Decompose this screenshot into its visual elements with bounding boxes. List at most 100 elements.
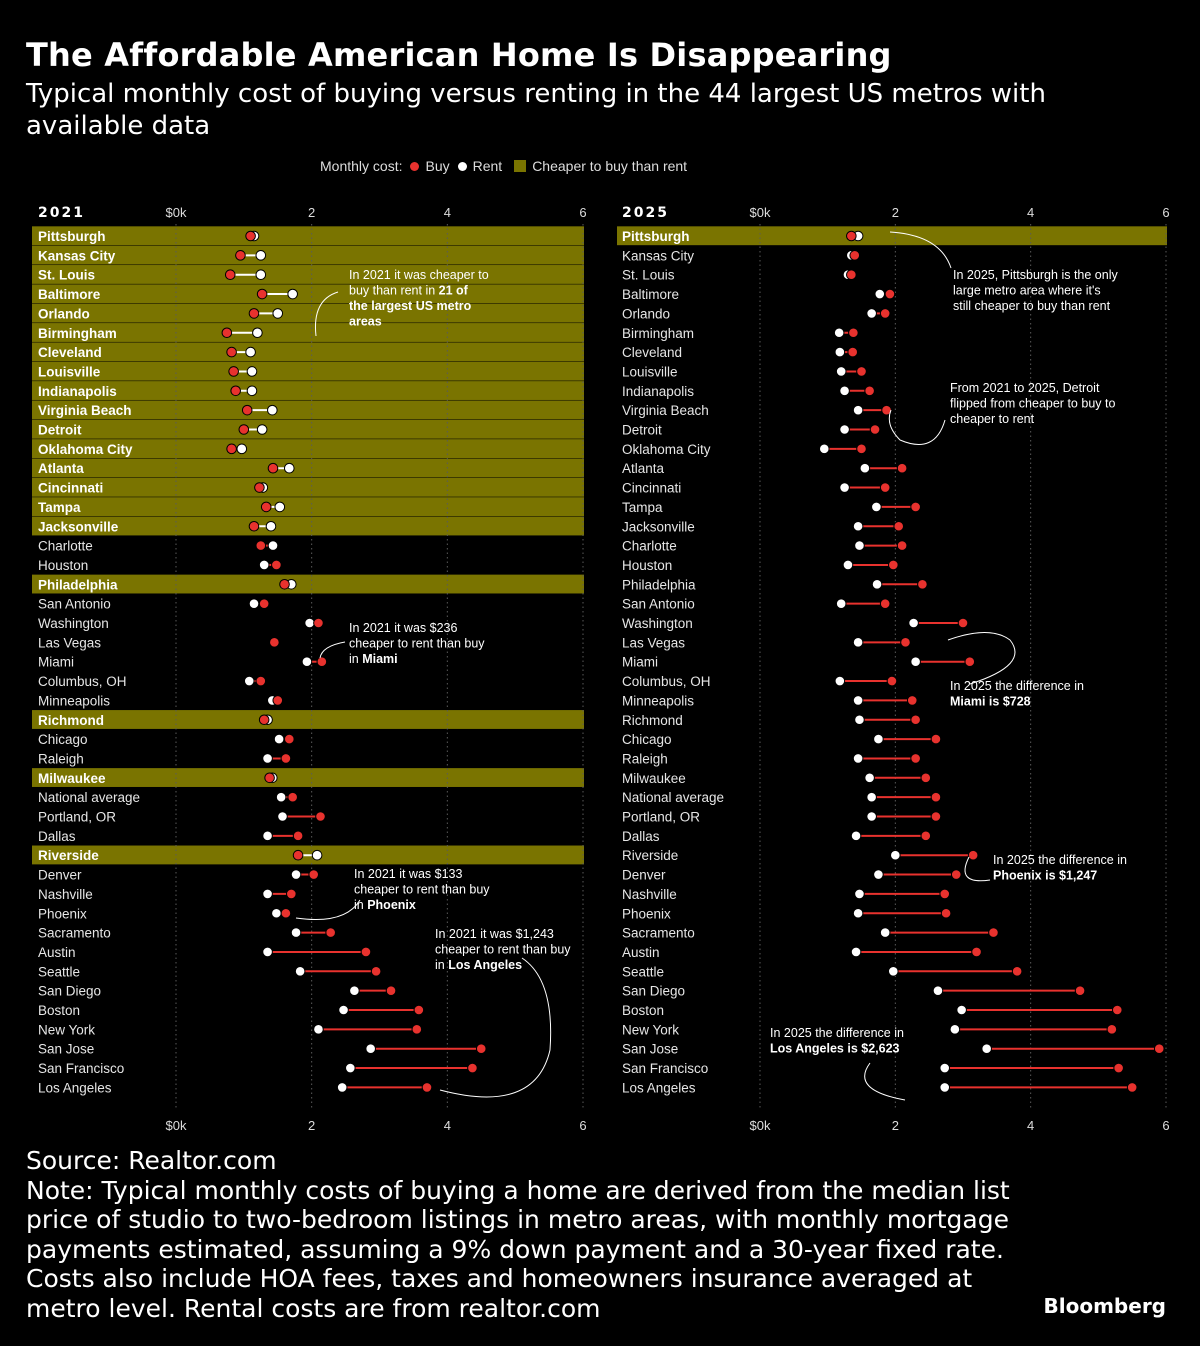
bloomberg-logo: Bloomberg [1043, 1294, 1166, 1318]
footer: Source: Realtor.com Note: Typical monthl… [26, 1146, 1026, 1324]
annotation-word: it [391, 621, 401, 635]
x-tick-label-bottom: $0k [166, 1118, 187, 1133]
buy-dot [226, 346, 237, 358]
metro-label: Kansas City [622, 248, 694, 263]
metro-label: Washington [38, 616, 109, 631]
metro-label: Tampa [622, 500, 663, 515]
annotation-word: flipped [950, 397, 987, 411]
annotation-word: only [1091, 268, 1118, 282]
buy-dot [230, 385, 241, 397]
x-tick-label-bottom: 2 [892, 1118, 899, 1133]
annotation-text: In 2025, Pittsburgh is the only large met… [953, 268, 1118, 313]
annotation-word: cheaper [950, 412, 995, 426]
metro-label: New York [38, 1022, 95, 1037]
rent-dot [262, 830, 273, 842]
metro-label: San Jose [38, 1042, 94, 1057]
annotation-word: metro [433, 299, 472, 313]
rent-dot [283, 462, 295, 474]
metro-label: San Diego [38, 984, 101, 999]
annotation-word: difference [833, 1026, 891, 1040]
rent-dot [365, 1043, 376, 1054]
annotation-word: to [399, 883, 413, 897]
annotation-leader [295, 899, 361, 921]
rent-dot [854, 714, 865, 726]
annotation-word: in [435, 958, 445, 972]
metro-label: Jacksonville [38, 519, 119, 534]
metro-label: Baltimore [38, 287, 101, 302]
annotation-word: $1,243 [512, 927, 554, 941]
buy-dot [917, 579, 928, 590]
buy-dot [906, 695, 918, 706]
metro-label: Orlando [622, 306, 670, 321]
buy-dot [245, 230, 256, 242]
buy-dot [856, 443, 867, 455]
buy-dot [224, 269, 236, 281]
rent-dot [345, 1062, 356, 1074]
metro-label: St. Louis [38, 268, 95, 283]
x-tick-label-top: $0k [166, 205, 187, 220]
buy-dot [886, 675, 898, 687]
rent-dot [908, 617, 919, 629]
cheaper-to-buy-band [32, 284, 584, 304]
annotation-word: is [844, 1042, 858, 1056]
metro-label: Miami [622, 655, 658, 670]
annotation-word: in [422, 284, 435, 298]
metro-label: National average [622, 790, 724, 805]
rent-dot [854, 540, 865, 551]
rent-dot [256, 424, 268, 435]
metro-label: Cincinnati [622, 481, 681, 496]
annotation-word: US [412, 299, 433, 313]
buy-dot [848, 327, 859, 339]
annotation-word: Angeles [792, 1042, 844, 1056]
annotation-word: than [519, 943, 547, 957]
metro-label: Dallas [38, 829, 76, 844]
rent-dot [313, 1024, 324, 1035]
annotation-word: in [354, 898, 364, 912]
buy-dot [1074, 985, 1086, 996]
annotation-word: 2021 [359, 621, 390, 635]
metro-label: Tampa [38, 500, 81, 515]
x-tick-label-top: 6 [1162, 205, 1169, 220]
annotation-word: it [391, 268, 401, 282]
metro-label: Cleveland [38, 345, 102, 360]
annotation-word: rent [1085, 299, 1111, 313]
buy-dot [226, 443, 237, 455]
annotation-word: to [1010, 381, 1024, 395]
annotation-text: In 2025 the difference in Miami is $728 [950, 679, 1084, 709]
metro-label: Indianapolis [622, 384, 694, 399]
metro-label: Chicago [38, 732, 88, 747]
metro-label: Oklahoma City [38, 442, 133, 457]
metro-label: Chicago [622, 732, 672, 747]
cheaper-to-buy-band [32, 303, 584, 323]
annotation-word: 2025, [963, 268, 998, 282]
rent-dot [879, 927, 891, 938]
annotation-word: largest [368, 299, 413, 313]
x-tick-label-bottom: 2 [308, 1118, 315, 1133]
annotation-word: $236 [426, 621, 457, 635]
buy-dot [896, 462, 908, 474]
buy-dot [292, 849, 304, 861]
rent-dot [275, 791, 287, 803]
annotation-text: In 2021 it was $236 cheaper to rent than … [349, 621, 485, 666]
metro-label: Virginia Beach [622, 403, 709, 418]
metro-label: Raleigh [38, 751, 84, 766]
buy-dot [308, 869, 320, 880]
annotation-word: Angeles [470, 958, 522, 972]
rent-dot [258, 559, 270, 571]
metro-label: Denver [38, 868, 82, 883]
metro-label: Nashville [38, 887, 93, 902]
metro-label: Las Vegas [622, 635, 685, 650]
rent-dot [301, 656, 313, 668]
buy-dot [467, 1062, 478, 1074]
metro-label: Portland, OR [38, 810, 116, 825]
rent-dot [852, 404, 864, 416]
annotation-word: Detroit [1059, 381, 1100, 395]
panel-title: 2025 [622, 205, 669, 221]
metro-label: Oklahoma City [622, 442, 711, 457]
metro-label: Washington [622, 616, 693, 631]
rent-dot [834, 346, 846, 358]
annotation-word: 2021 [359, 268, 390, 282]
annotation-word: to [1064, 397, 1078, 411]
buy-dot [286, 888, 297, 900]
